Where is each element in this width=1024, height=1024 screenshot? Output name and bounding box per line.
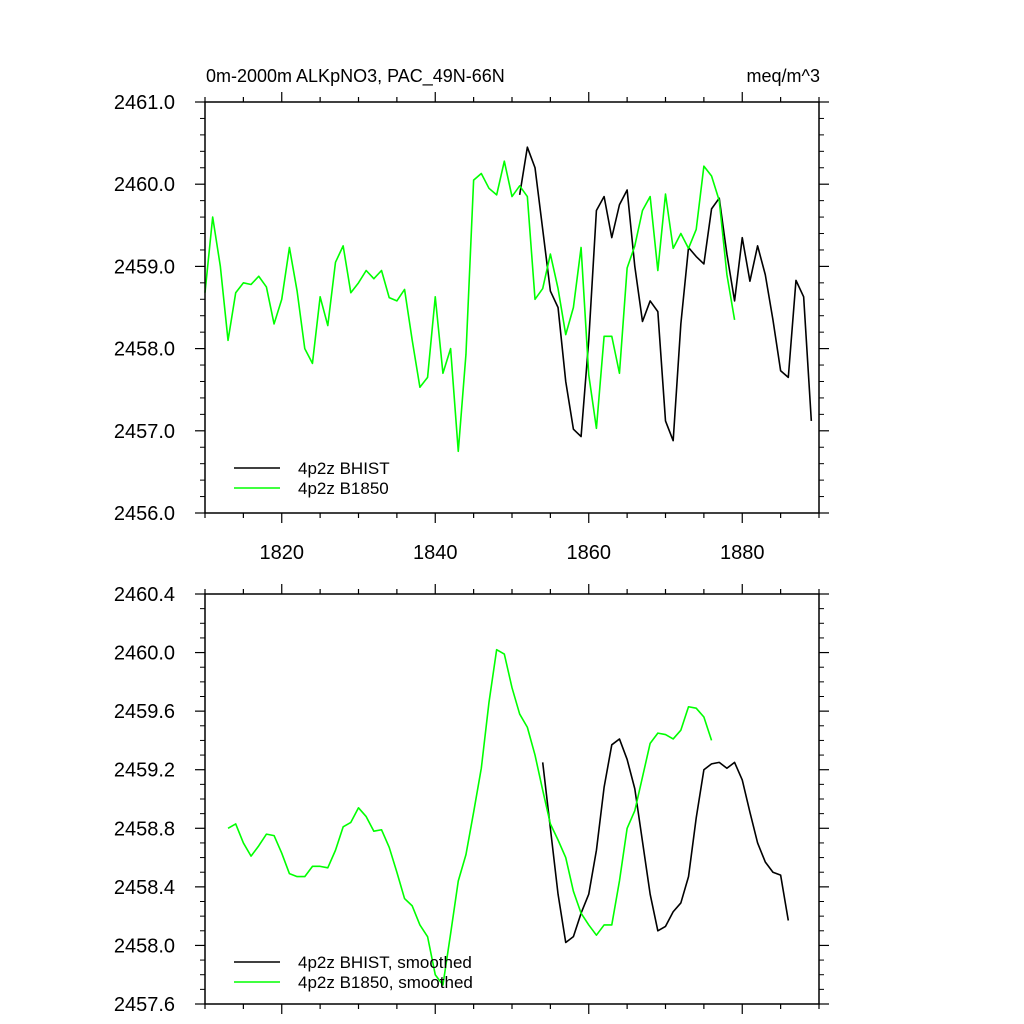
y-tick-label: 2456.0: [114, 503, 175, 525]
plot-frame: [204, 593, 820, 1005]
plot-frame: [204, 101, 820, 514]
y-tick-label: 2458.0: [114, 935, 175, 957]
series-line-b1850: [227, 648, 713, 986]
y-tick-label: 2458.8: [114, 818, 175, 840]
legend-label: 4p2z BHIST, smoothed: [298, 953, 472, 972]
y-tick-label: 2457.6: [114, 994, 175, 1016]
y-tick-label: 2460.0: [114, 643, 175, 665]
series-line-b1850: [204, 160, 736, 453]
y-tick-label: 2460.0: [114, 174, 175, 196]
x-tick-label: 1860: [567, 542, 612, 564]
bottom-panel: 2457.6 2458.0 2458.4 2458.8 2459.2 2459.6 2460…: [114, 584, 829, 1016]
y-tick-label: 2459.2: [114, 760, 175, 782]
series-line-bhist: [518, 146, 813, 442]
y-tick-label: 2460.4: [114, 584, 175, 606]
y-tick-label: 2459.6: [114, 701, 175, 723]
x-tick-label: 1820: [260, 542, 305, 564]
y-tick-label: 2459.0: [114, 256, 175, 278]
x-tick-label: 1840: [413, 542, 458, 564]
top-panel: 0m-2000m ALKpNO3, PAC_49N-66N meq/m^3 18…: [114, 66, 829, 564]
series-line-bhist: [541, 738, 790, 944]
x-tick-label: 1880: [720, 542, 765, 564]
legend-label: 4p2z B1850: [298, 479, 389, 498]
y-tick-label: 2461.0: [114, 92, 175, 114]
y-tick-label: 2458.0: [114, 339, 175, 361]
units-label: meq/m^3: [747, 66, 820, 86]
legend-label: 4p2z BHIST: [298, 459, 390, 478]
legend-label: 4p2z B1850, smoothed: [298, 973, 473, 992]
y-tick-label: 2457.0: [114, 421, 175, 443]
y-tick-label: 2458.4: [114, 877, 175, 899]
chart-title: 0m-2000m ALKpNO3, PAC_49N-66N: [206, 66, 505, 87]
